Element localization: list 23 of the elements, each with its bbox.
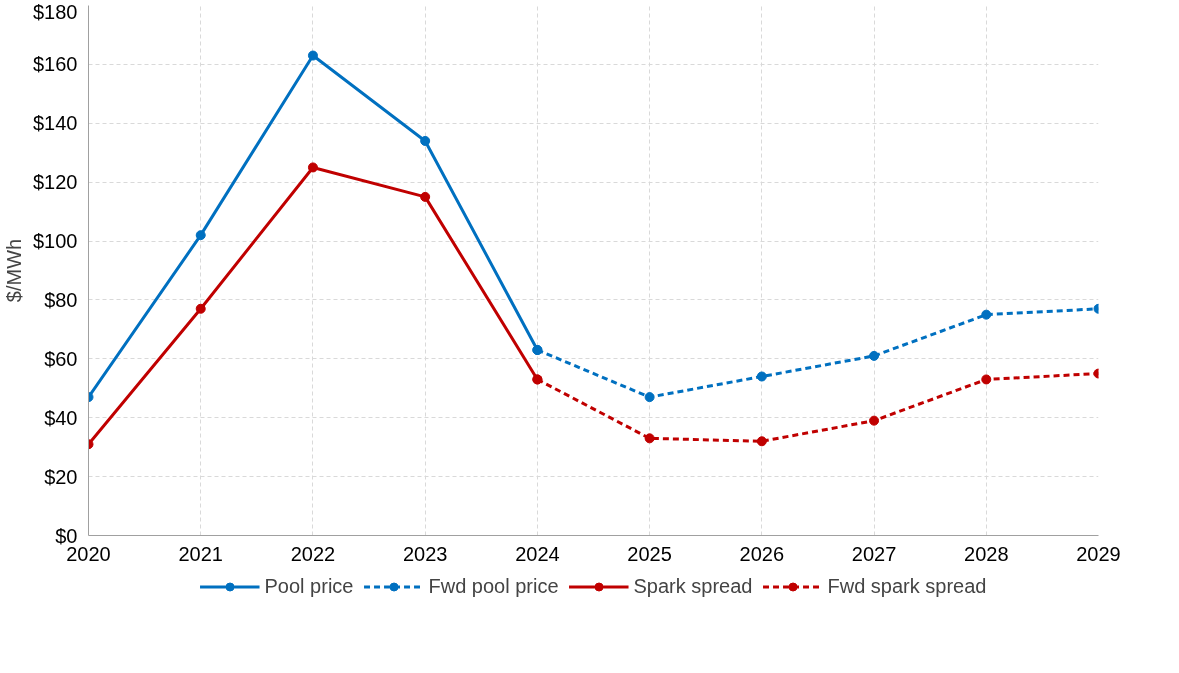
x-tick-label: 2021 (178, 542, 223, 565)
legend-label: Pool price (264, 574, 354, 598)
y-tick-label: $180 (33, 0, 78, 23)
y-tick-label: $100 (33, 230, 78, 253)
y-tick-label: $60 (44, 347, 78, 370)
y-tick-label: $80 (44, 288, 78, 311)
y-tick-label: $120 (33, 171, 78, 194)
legend-label: Spark spread (633, 574, 753, 598)
y-axis-title: $/MWh (3, 238, 26, 303)
x-tick-label: 2022 (290, 542, 336, 565)
x-tick-label: 2024 (515, 542, 560, 565)
x-tick-label: 2025 (627, 542, 672, 565)
y-tick-label: $20 (44, 465, 78, 488)
x-tick-label: 2026 (739, 542, 785, 565)
x-tick-label: 2029 (1076, 542, 1121, 565)
x-tick-label: 2023 (402, 542, 448, 565)
y-tick-label: $160 (33, 53, 78, 76)
legend-label: Fwd pool price (428, 574, 559, 598)
x-tick-label: 2027 (851, 542, 897, 565)
y-tick-label: $140 (33, 112, 78, 135)
y-tick-label: $40 (44, 406, 78, 429)
legend-label: Fwd spark spread (827, 574, 987, 598)
x-tick-label: 2028 (964, 542, 1009, 565)
